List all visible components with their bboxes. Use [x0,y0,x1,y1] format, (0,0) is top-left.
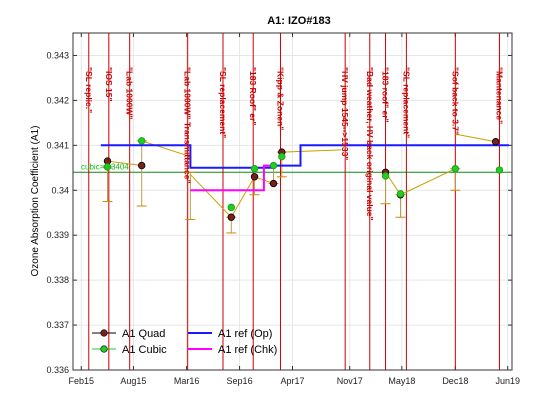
y-axis-label: Ozone Absorption Coefficient (A1) [30,125,41,276]
legend-marker [100,345,108,353]
data-point [381,172,390,180]
event-marker-label: "Lab 1000W" Transmittance" [183,67,193,184]
event-marker-label: "IOS 15" [104,67,114,102]
data-point [396,190,405,198]
event-marker-label: "HV jump 1545-->1533" [340,67,350,160]
legend-label: A1 ref (Chk) [218,344,277,356]
event-marker-label: "Kipp & Zonen" [275,67,285,130]
data-point [138,137,146,145]
data-point [269,161,278,170]
trend-segment [141,140,191,158]
x-tick-label: Dec18 [442,376,468,386]
axes-box [72,32,513,371]
legend: A1 Quad A1 Cubic A1 ref (Op) A1 ref (Chk) [92,328,277,356]
event-marker-label: "SL replacement" [401,67,411,138]
y-tick-label: 0.338 [46,275,69,285]
data-point [491,138,500,146]
event-marker-label: "183 roof" er" [381,67,391,123]
y-tick-label: 0.337 [46,320,69,330]
x-tick-label: May18 [388,376,415,386]
series-line [190,164,273,192]
y-tick-label: 0.343 [46,50,69,60]
plot-area: Feb15 Aug15 Mar16 Sep16 Apr17 Nov17 May18 Dec18… [46,32,520,386]
event-marker-label: "Lab 1000W" [125,67,135,119]
data-point [103,163,112,171]
x-tick-label: Sep16 [227,376,253,386]
y-tick-label: 0.336 [46,365,69,375]
trend-segment [107,160,142,167]
x-tick-label: Feb15 [69,376,95,386]
data-point [278,152,286,161]
y-tick-label: 0.339 [46,230,69,240]
y-tick-label: 0.34 [51,185,69,195]
data-point [250,164,259,173]
x-tick-label: Nov17 [337,376,363,386]
data-point [227,203,235,212]
legend-label: A1 ref (Op) [218,328,272,340]
event-marker-label: "Bad weather, HV back original value" [365,67,375,221]
legend-label: A1 Quad [122,328,165,340]
event-marker-label: "SL replacement" [218,67,228,138]
trend-segment [230,176,255,218]
x-tick-label: Mar16 [174,376,200,386]
event-marker-label: "183 Roof" er" [248,67,258,125]
y-tick-label: 0.342 [46,95,69,105]
event-marker-label: "Mantenance" [494,67,504,124]
legend-label: A1 Cubic [122,344,167,356]
x-tick-label: Jun19 [495,376,520,386]
x-tick-label: Aug15 [120,376,146,386]
x-tick-label: Apr17 [280,376,304,386]
trend-segment [400,168,456,196]
event-marker-label: "Sof back to 3.7" [450,67,460,135]
data-point [451,164,460,173]
event-marker-label: "SL replic." [84,67,94,113]
chart-title: A1: IZO#183 [267,15,331,27]
data-point [227,213,235,221]
reference-label: cubic=0.3404 [81,162,129,171]
trend-segment [455,133,496,143]
data-point [138,161,146,170]
y-tick-label: 0.341 [46,140,69,150]
data-point [250,173,259,181]
legend-marker [100,329,108,337]
trend-segment [190,174,232,218]
data-point [269,179,278,188]
trend-segment [281,149,342,153]
data-point [495,166,504,174]
